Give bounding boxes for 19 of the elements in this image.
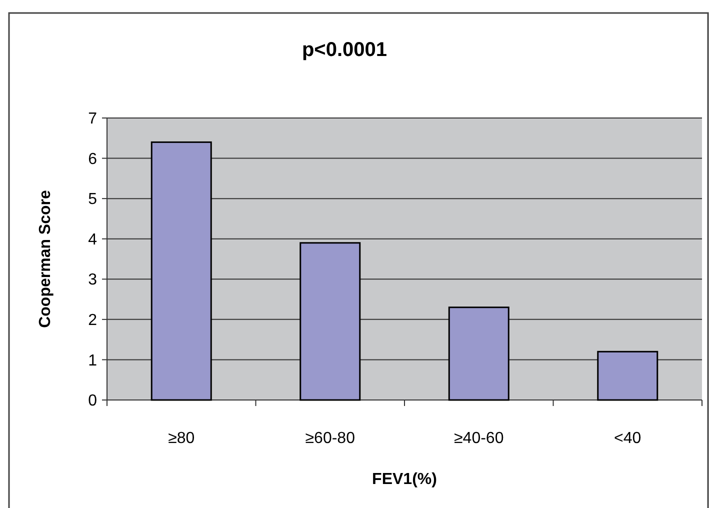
bar: [300, 242, 361, 401]
y-tick-label: 7: [88, 110, 98, 128]
y-tick-label: 0: [88, 392, 98, 410]
y-tick-label: 3: [88, 272, 98, 289]
x-tick-label: <40: [614, 430, 642, 447]
chart-title: p<0.0001: [302, 39, 388, 61]
y-tick-label: 5: [88, 191, 98, 208]
y-tick-label: 6: [88, 150, 98, 168]
y-tick-label: 2: [88, 312, 98, 330]
x-tick-label: ≥80: [168, 430, 195, 447]
y-axis-title: Cooperman Score: [37, 190, 54, 328]
x-tick-label: ≥40-60: [454, 430, 504, 447]
bar: [448, 306, 510, 401]
y-tick-label: 1: [88, 352, 98, 370]
x-tick-label: ≥60-80: [305, 430, 356, 447]
bar: [597, 350, 658, 401]
y-tick-label: 4: [88, 231, 98, 248]
x-axis-title: FEV1(%): [372, 471, 437, 488]
bar: [150, 141, 212, 401]
